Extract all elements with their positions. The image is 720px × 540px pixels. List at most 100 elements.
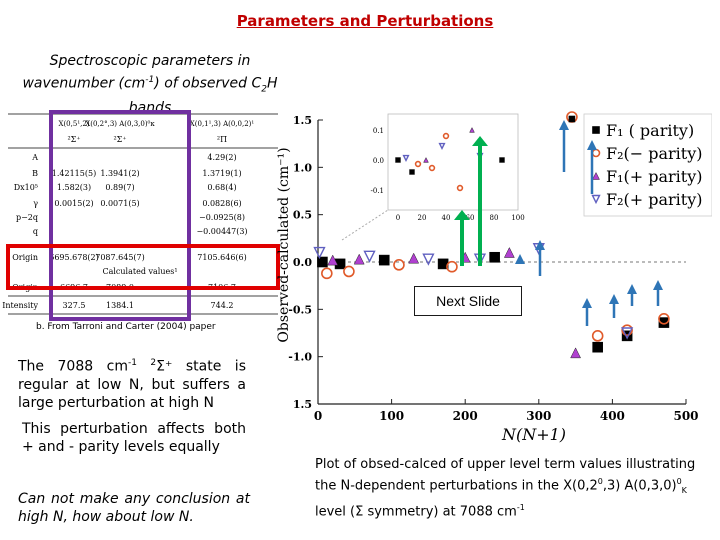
table-cell: 7087.645(7) (95, 253, 145, 262)
y-axis-label: Observed-calculated (cm⁻¹) (276, 147, 292, 342)
data-point (592, 341, 603, 353)
inset-data-point (423, 157, 429, 163)
inset-data-point (428, 164, 436, 172)
inset-x-tick: 60 (466, 214, 475, 222)
table-cell: 1.582(3) (57, 183, 91, 192)
table-title-line2: wavenumber (cm-1) of observed C2H (22, 75, 278, 95)
table-col-header: X(0,1¹,3) A(0,0,2)¹ (190, 120, 255, 128)
table-cell: −0.00447(3) (196, 227, 247, 236)
inset-x-tick: 100 (511, 214, 524, 222)
table-col-header: X(0,2°,3) A(0,3,0)⁰κ (85, 120, 155, 128)
data-point (327, 254, 339, 266)
table-row-label: p−2q (16, 213, 38, 222)
purple-highlight-box (49, 110, 191, 321)
table-cell: 1.3719(1) (202, 169, 241, 178)
table-row-label: γ (33, 199, 38, 208)
blue-arrow-head (609, 294, 619, 304)
inset-data-point (456, 184, 464, 192)
inset-y-tick: 0.0 (373, 157, 384, 165)
data-point (363, 250, 376, 263)
inset-data-point (402, 154, 410, 162)
data-point (658, 317, 670, 328)
y-tick-label: 0.5 (293, 209, 312, 222)
table-cell: 1.42115(5) (52, 169, 96, 178)
data-point (422, 253, 435, 266)
y-tick-label: -0.5 (288, 303, 312, 316)
data-point-outlier (568, 115, 576, 123)
data-point (503, 246, 515, 258)
conclusion-paragraph: Can not make any conclusion at high N, h… (18, 491, 250, 525)
table-cell: 1.3941(2) (100, 169, 139, 178)
table-col-term: ²Π (217, 135, 227, 144)
perturbation-paragraph: This perturbation affects both + and - p… (22, 421, 246, 455)
legend-entry: F₂(+ parity) (606, 190, 703, 209)
inset-data-point (469, 127, 475, 133)
inset-x-tick: 80 (490, 214, 499, 222)
table-cell: 0.89(7) (105, 183, 134, 192)
x-tick-label: 200 (453, 409, 478, 423)
legend-marker (592, 171, 600, 180)
blue-arrow-head (627, 284, 637, 294)
table-cell: 0.0015(2) (54, 199, 93, 208)
table-source-caption: b. From Tarroni and Carter (2004) paper (36, 322, 216, 332)
x-tick-label: 500 (673, 409, 698, 423)
inset-data-point (395, 157, 401, 163)
legend-marker (591, 194, 601, 205)
inset-data-point (442, 132, 450, 140)
data-point (658, 313, 670, 325)
inset-x-tick: 0 (396, 214, 400, 222)
table-cell: 0.68(4) (207, 183, 236, 192)
data-point (446, 260, 458, 273)
table-col-term: ²Σ⁺ (113, 135, 126, 144)
blue-arrow-head (653, 280, 663, 290)
table-title: Spectroscopic parameters in wavenumber (… (10, 52, 290, 118)
data-point (620, 327, 634, 340)
red-highlight-box (6, 244, 280, 290)
plot-caption: Plot of obsed-calced of upper level term… (315, 457, 696, 520)
data-point (408, 252, 420, 264)
data-point (313, 246, 326, 260)
inset-y-tick: -0.1 (371, 187, 385, 195)
x-tick-label: 0 (314, 409, 322, 423)
legend-entry: F₂(− parity) (606, 144, 703, 163)
x-tick-label: 100 (379, 409, 404, 423)
blue-arrow-head (559, 120, 569, 130)
legend-box (583, 113, 712, 217)
table-cell: 0.0828(6) (202, 199, 241, 208)
blue-arrow-head (535, 240, 545, 250)
table-cell: 0.0071(5) (100, 199, 139, 208)
table-col-term: ²Σ⁺ (67, 135, 80, 144)
data-point (489, 251, 500, 263)
green-arrow-head (472, 136, 488, 146)
y-tick-label: 1.0 (293, 161, 312, 174)
data-point (321, 267, 333, 280)
table-cell: 1384.1 (106, 301, 134, 310)
table-row-label: Dx10⁵ (14, 183, 38, 192)
legend-entry: F₁(+ parity) (606, 167, 703, 186)
table-cell: 327.5 (63, 301, 86, 310)
legend-marker (592, 126, 600, 134)
data-point (343, 265, 355, 278)
x-tick-label: 400 (600, 409, 625, 423)
observation-paragraph: The 7088 cm-1 2Σ⁺ state is regular at lo… (18, 358, 246, 411)
y-tick-label: 1.5 (293, 398, 312, 411)
inset-data-point (409, 169, 415, 175)
y-tick-label: -1.0 (288, 351, 312, 364)
table-cell: −0.0925(8) (199, 213, 245, 222)
y-tick-label: 0.0 (293, 256, 312, 269)
legend-entry: F₁ ( parity) (606, 121, 694, 140)
table-row-label: B (32, 169, 38, 178)
data-point (378, 254, 390, 266)
slide-title: Parameters and Perturbations (236, 12, 494, 30)
data-point (621, 324, 633, 336)
blue-arrow-head (582, 298, 592, 308)
residual-scatter-plot: 1.51.00.50.0-0.5-1.01.50 100 200 300 400 500N… (276, 111, 712, 444)
inset-y-tick: 0.1 (373, 127, 384, 135)
table-row-label: A (31, 153, 38, 162)
inset-data-point (438, 142, 446, 150)
table-row-label: q (33, 227, 38, 236)
inset-data-point (499, 157, 505, 163)
green-arrow-head (454, 210, 470, 220)
table-cell: 7105.646(6) (197, 253, 247, 262)
next-slide-button[interactable]: Next Slide (414, 286, 522, 316)
